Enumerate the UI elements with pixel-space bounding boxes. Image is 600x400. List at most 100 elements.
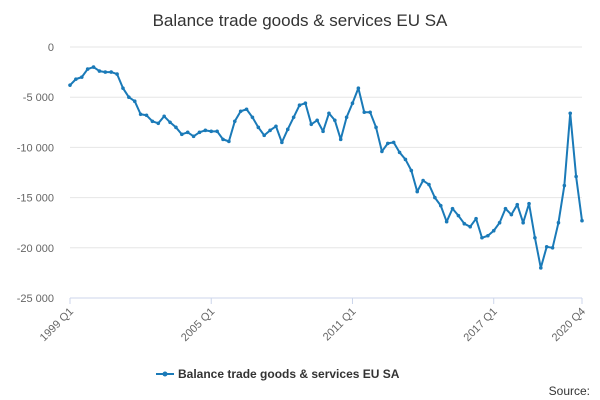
- data-point[interactable]: [162, 114, 166, 119]
- data-point[interactable]: [409, 168, 414, 173]
- data-point[interactable]: [368, 110, 372, 115]
- data-point[interactable]: [456, 213, 461, 218]
- data-point[interactable]: [197, 130, 202, 135]
- data-point[interactable]: [580, 218, 584, 223]
- series-line[interactable]: [69, 66, 583, 269]
- data-point[interactable]: [491, 228, 496, 233]
- data-point[interactable]: [544, 244, 549, 249]
- source-label: Source:: [549, 384, 590, 398]
- data-point[interactable]: [503, 206, 508, 211]
- data-point[interactable]: [132, 99, 137, 104]
- data-point[interactable]: [156, 121, 161, 126]
- y-tick-label: -10 000: [17, 142, 54, 154]
- data-point[interactable]: [480, 235, 484, 240]
- data-point[interactable]: [362, 110, 367, 115]
- data-point[interactable]: [468, 224, 472, 229]
- data-point[interactable]: [303, 101, 308, 106]
- data-point[interactable]: [97, 69, 102, 73]
- data-point[interactable]: [215, 129, 219, 134]
- data-point[interactable]: [291, 115, 296, 120]
- y-axis: 0 -5 000 -10 000 -15 000 -20 000 -25 000: [17, 42, 54, 305]
- legend[interactable]: Balance trade goods & services EU SA: [156, 367, 400, 381]
- data-point[interactable]: [315, 118, 319, 123]
- data-point[interactable]: [556, 220, 561, 225]
- data-point[interactable]: [438, 203, 443, 208]
- data-point[interactable]: [486, 233, 490, 238]
- data-point[interactable]: [74, 77, 78, 81]
- y-tick-label: -5 000: [23, 92, 54, 104]
- data-point[interactable]: [333, 118, 337, 123]
- data-point[interactable]: [539, 266, 543, 270]
- data-point[interactable]: [380, 149, 384, 154]
- data-point[interactable]: [421, 178, 425, 183]
- data-point[interactable]: [79, 75, 84, 79]
- data-point[interactable]: [103, 70, 108, 74]
- data-point[interactable]: [174, 125, 178, 130]
- data-point[interactable]: [191, 134, 196, 139]
- data-point[interactable]: [115, 72, 119, 76]
- data-point[interactable]: [403, 157, 408, 162]
- data-point[interactable]: [450, 206, 455, 211]
- data-point[interactable]: [433, 195, 437, 200]
- data-point[interactable]: [250, 115, 255, 120]
- data-point[interactable]: [515, 202, 520, 207]
- data-point[interactable]: [268, 128, 272, 133]
- data-point[interactable]: [232, 119, 237, 124]
- data-point[interactable]: [262, 133, 267, 138]
- data-point[interactable]: [138, 112, 143, 117]
- data-point[interactable]: [297, 103, 302, 108]
- data-point[interactable]: [574, 174, 578, 179]
- data-point[interactable]: [221, 137, 225, 142]
- data-point[interactable]: [127, 95, 131, 99]
- data-point[interactable]: [68, 83, 72, 87]
- legend-label: Balance trade goods & services EU SA: [178, 367, 400, 381]
- data-point[interactable]: [227, 139, 231, 144]
- data-point[interactable]: [427, 182, 431, 187]
- data-point[interactable]: [185, 130, 190, 135]
- data-point[interactable]: [374, 125, 378, 130]
- data-point[interactable]: [150, 119, 155, 124]
- data-point[interactable]: [562, 183, 567, 188]
- data-point[interactable]: [85, 67, 90, 71]
- data-point[interactable]: [280, 140, 284, 145]
- data-point[interactable]: [568, 111, 573, 116]
- data-point[interactable]: [550, 246, 555, 250]
- data-point[interactable]: [462, 221, 467, 226]
- legend-dot-marker: [162, 371, 168, 377]
- data-point[interactable]: [509, 212, 514, 217]
- data-point[interactable]: [356, 86, 361, 90]
- data-point[interactable]: [209, 129, 214, 134]
- data-point[interactable]: [415, 189, 420, 194]
- data-point[interactable]: [497, 220, 502, 225]
- x-tick-label: 2020 Q4: [550, 306, 588, 344]
- data-point[interactable]: [338, 137, 343, 142]
- data-point[interactable]: [321, 129, 325, 134]
- data-point[interactable]: [327, 111, 331, 116]
- data-point[interactable]: [385, 141, 390, 146]
- data-point[interactable]: [91, 65, 96, 69]
- data-point[interactable]: [391, 140, 396, 145]
- data-point[interactable]: [533, 235, 537, 240]
- x-axis: 1999 Q1 2005 Q1 2011 Q1 2017 Q1 2020 Q4: [38, 297, 588, 344]
- data-point[interactable]: [397, 150, 402, 155]
- data-point[interactable]: [521, 220, 525, 225]
- data-point[interactable]: [244, 107, 249, 112]
- data-point[interactable]: [474, 216, 478, 221]
- data-point[interactable]: [168, 120, 172, 125]
- data-point[interactable]: [144, 113, 149, 118]
- data-point[interactable]: [238, 109, 243, 114]
- data-point[interactable]: [444, 219, 449, 224]
- data-point[interactable]: [274, 124, 278, 129]
- data-point[interactable]: [309, 122, 314, 127]
- data-point[interactable]: [203, 128, 208, 133]
- y-tick-label: -15 000: [17, 193, 54, 205]
- data-point[interactable]: [256, 125, 261, 130]
- chart-title: Balance trade goods & services EU SA: [153, 11, 448, 30]
- data-point[interactable]: [527, 201, 531, 206]
- data-point[interactable]: [344, 115, 349, 120]
- data-point[interactable]: [350, 101, 355, 106]
- data-point[interactable]: [109, 70, 113, 74]
- data-point[interactable]: [180, 132, 184, 137]
- data-point[interactable]: [285, 127, 290, 132]
- data-point[interactable]: [121, 86, 125, 90]
